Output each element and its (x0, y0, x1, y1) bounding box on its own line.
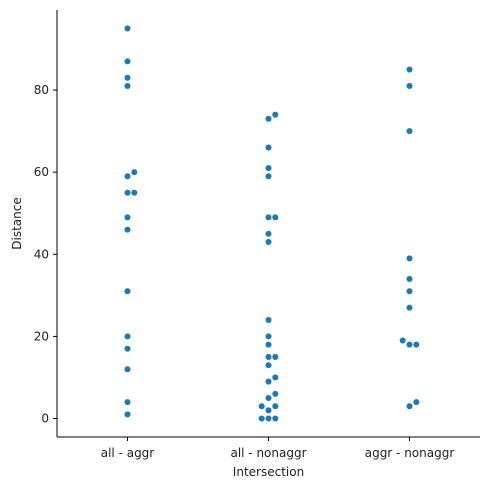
data-point (406, 66, 413, 73)
data-point (406, 304, 413, 312)
data-point (124, 172, 131, 180)
data-point (265, 115, 272, 123)
data-point (412, 398, 420, 406)
data-point (124, 74, 131, 82)
y-tick-label: 80 (34, 83, 49, 97)
data-point (265, 378, 272, 385)
data-point (406, 402, 413, 410)
data-point (124, 345, 131, 353)
data-point (412, 341, 420, 349)
data-point (265, 353, 272, 361)
data-point (399, 337, 407, 344)
data-point (124, 57, 131, 65)
data-point (265, 361, 272, 369)
data-point (124, 25, 131, 32)
data-point (124, 333, 131, 340)
x-tick-label: all - nonaggr (230, 446, 306, 460)
data-point (265, 164, 272, 172)
data-point (406, 275, 413, 283)
y-tick-label: 0 (41, 412, 49, 426)
y-tick-label: 60 (34, 165, 49, 179)
x-ticks: all - aggr all - nonaggr aggr - nonaggr (101, 437, 455, 460)
data-point (271, 213, 279, 221)
data-point (124, 287, 131, 295)
points-layer (124, 25, 420, 422)
data-point (265, 238, 272, 246)
data-point (265, 144, 272, 151)
y-tick-label: 20 (34, 329, 49, 343)
x-axis-title: Intersection (233, 465, 304, 479)
data-point (265, 394, 272, 402)
data-point (271, 374, 279, 381)
data-point (258, 402, 266, 410)
data-point (271, 111, 279, 119)
data-point (271, 390, 279, 398)
y-axis-title: Distance (10, 197, 24, 249)
data-point (124, 82, 131, 90)
data-point (406, 341, 413, 349)
data-point (124, 411, 131, 418)
data-point (406, 82, 413, 90)
data-point (265, 333, 272, 340)
data-point (271, 415, 279, 422)
data-point (258, 415, 266, 422)
data-point (265, 341, 272, 349)
data-point (406, 127, 413, 135)
data-point (124, 226, 131, 234)
data-point (124, 189, 131, 197)
data-point (265, 406, 272, 414)
data-point (130, 189, 138, 197)
data-point (124, 398, 131, 406)
data-point (271, 353, 279, 361)
data-point (265, 415, 272, 422)
data-point (406, 287, 413, 295)
data-point (265, 213, 272, 221)
data-point (271, 402, 279, 410)
data-point (124, 365, 131, 373)
data-point (130, 168, 138, 176)
y-ticks: 0 20 40 60 80 (34, 83, 57, 426)
data-point (265, 316, 272, 324)
x-tick-label: all - aggr (101, 446, 155, 460)
data-point (265, 230, 272, 238)
data-point (124, 213, 131, 221)
y-tick-label: 40 (34, 247, 49, 261)
data-point (406, 254, 413, 262)
x-tick-label: aggr - nonaggr (365, 446, 455, 460)
data-point (265, 172, 272, 180)
